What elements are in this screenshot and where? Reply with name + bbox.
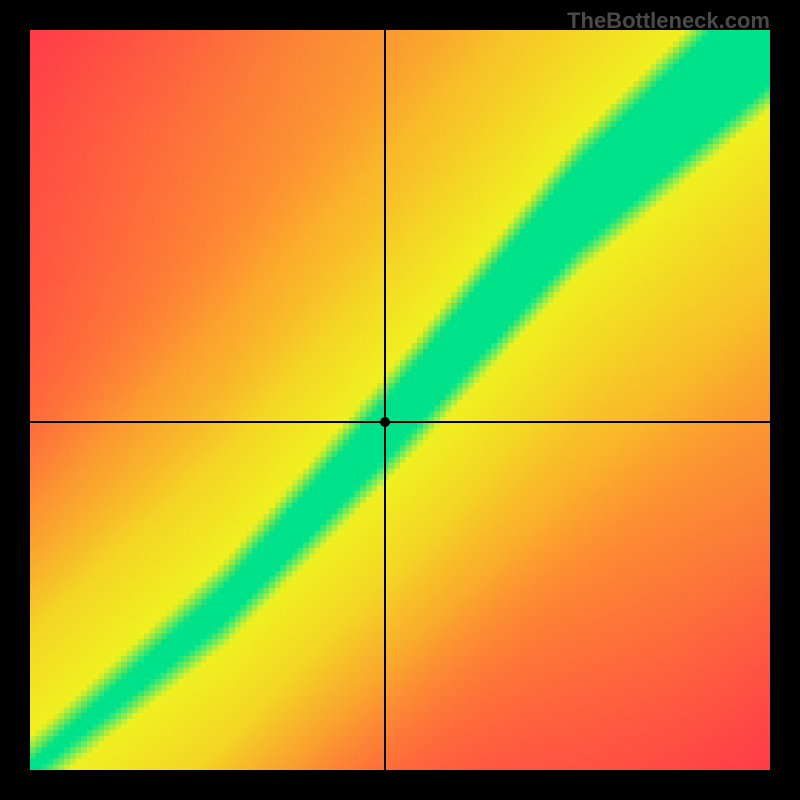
crosshair-vertical bbox=[384, 30, 386, 770]
data-point-marker bbox=[380, 417, 390, 427]
crosshair-horizontal bbox=[30, 421, 770, 423]
heatmap-canvas bbox=[30, 30, 770, 770]
heatmap-plot bbox=[30, 30, 770, 770]
watermark-text: TheBottleneck.com bbox=[567, 8, 770, 34]
